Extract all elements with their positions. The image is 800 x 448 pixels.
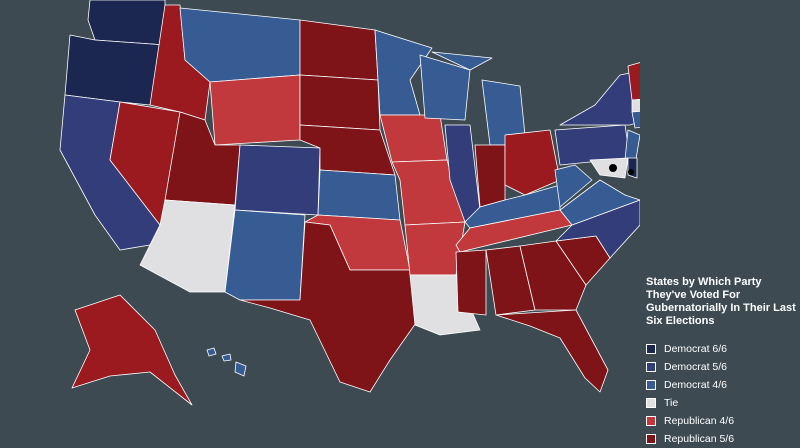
marker [628, 169, 634, 175]
state [234, 144, 321, 216]
state [631, 110, 640, 129]
legend-item: Tie [646, 394, 796, 412]
state [627, 157, 638, 179]
legend-item: Democrat 4/6 [646, 376, 796, 394]
legend-item: Democrat 5/6 [646, 358, 796, 376]
legend-label: Democrat 6/6 [664, 343, 728, 355]
state [64, 34, 166, 106]
legend-items: Democrat 6/6 Democrat 5/6 Democrat 4/6 Tie R… [646, 340, 796, 448]
legend-swatch [646, 434, 656, 444]
legend-label: Democrat 4/6 [664, 379, 728, 391]
us-map [59, 0, 640, 406]
state [299, 19, 379, 81]
state [431, 51, 493, 71]
legend: States by Which Party They've Voted For … [646, 276, 796, 448]
legend-swatch [646, 344, 656, 354]
state [206, 347, 217, 357]
state [71, 294, 193, 406]
state [627, 62, 640, 101]
state [519, 240, 587, 311]
state [419, 54, 471, 121]
state [221, 353, 232, 362]
legend-swatch [646, 362, 656, 372]
state [299, 74, 381, 131]
legend-item: Republican 4/6 [646, 412, 796, 430]
legend-swatch [646, 416, 656, 426]
state [239, 221, 419, 393]
marker [609, 164, 617, 172]
state [455, 249, 487, 316]
state [504, 129, 561, 196]
state [495, 309, 609, 393]
legend-swatch [646, 380, 656, 390]
state [474, 144, 506, 208]
state [209, 74, 301, 146]
state [179, 7, 301, 83]
state [317, 169, 401, 221]
state [554, 164, 593, 208]
state [87, 0, 166, 46]
state [559, 70, 640, 126]
legend-item: Democrat 6/6 [646, 340, 796, 358]
legend-label: Tie [664, 397, 679, 409]
state [559, 179, 640, 226]
legend-label: Republican 4/6 [664, 415, 735, 427]
legend-title: States by Which Party They've Voted For … [646, 276, 796, 327]
state [404, 221, 466, 276]
legend-label: Democrat 5/6 [664, 361, 728, 373]
legend-item: Republican 5/6 [646, 430, 796, 448]
state [631, 98, 640, 113]
legend-label: Republican 5/6 [664, 433, 735, 445]
state [234, 361, 247, 377]
state [379, 114, 448, 163]
legend-swatch [646, 398, 656, 408]
state [224, 209, 306, 301]
